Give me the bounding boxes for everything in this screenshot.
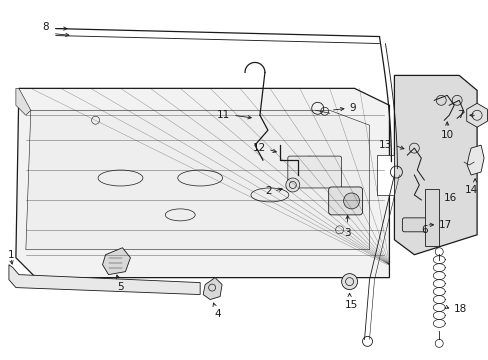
Polygon shape [466, 103, 487, 127]
Text: 13: 13 [378, 140, 392, 150]
Text: 1: 1 [8, 250, 14, 260]
Text: 5: 5 [117, 282, 123, 292]
Text: 2: 2 [264, 186, 271, 196]
Text: 17: 17 [438, 220, 451, 230]
Text: 12: 12 [252, 143, 265, 153]
Text: 18: 18 [453, 305, 467, 315]
Text: 15: 15 [344, 300, 358, 310]
Polygon shape [102, 248, 130, 275]
Text: 16: 16 [443, 193, 457, 203]
FancyBboxPatch shape [287, 156, 341, 188]
Text: 9: 9 [349, 103, 355, 113]
Text: 3: 3 [344, 228, 350, 238]
Polygon shape [16, 88, 388, 278]
FancyBboxPatch shape [328, 187, 362, 215]
Polygon shape [16, 88, 31, 115]
Circle shape [285, 178, 299, 192]
Text: 10: 10 [440, 130, 453, 140]
Polygon shape [377, 155, 394, 195]
Polygon shape [203, 278, 222, 300]
Polygon shape [466, 145, 483, 175]
Text: 11: 11 [216, 110, 229, 120]
Text: 8: 8 [42, 22, 49, 32]
Polygon shape [9, 265, 200, 294]
FancyBboxPatch shape [402, 218, 427, 232]
Circle shape [341, 274, 357, 289]
Polygon shape [394, 75, 476, 255]
Text: 6: 6 [420, 225, 427, 235]
Polygon shape [26, 110, 369, 250]
Circle shape [451, 95, 461, 105]
Circle shape [435, 95, 446, 105]
Text: 14: 14 [464, 185, 477, 195]
Circle shape [343, 193, 359, 209]
Text: 7: 7 [457, 110, 463, 120]
FancyBboxPatch shape [425, 189, 438, 246]
Text: 4: 4 [214, 310, 221, 319]
